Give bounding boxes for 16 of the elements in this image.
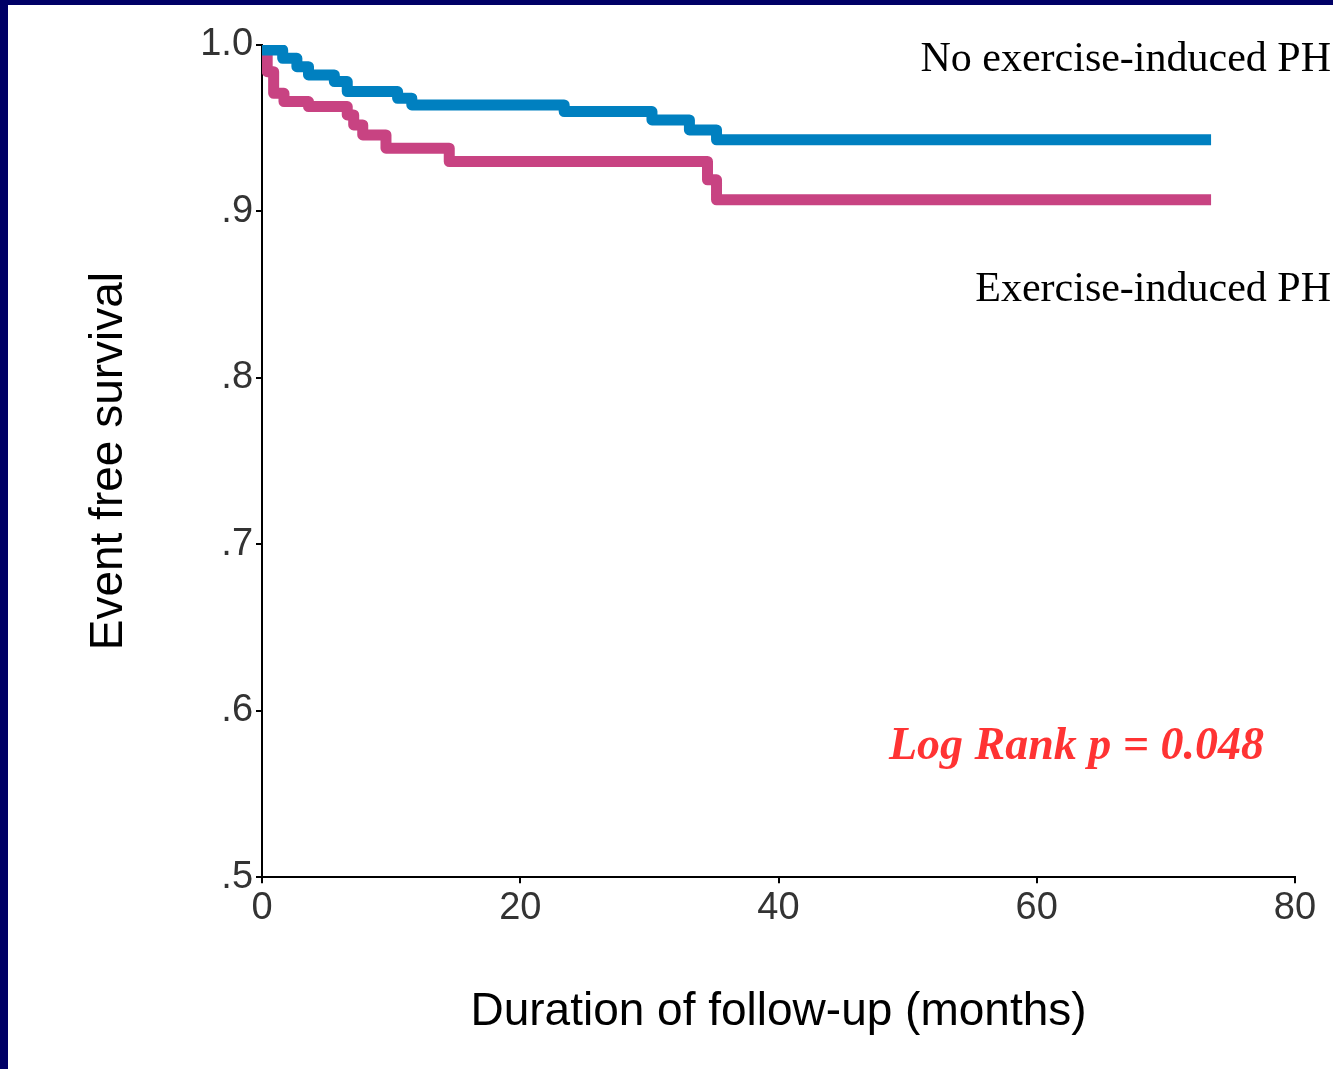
y-tick-label: .7: [221, 520, 254, 563]
x-tick-label: 20: [499, 885, 542, 928]
x-tick-label: 0: [251, 885, 273, 928]
annotation: Log Rank p = 0.048: [887, 717, 1264, 769]
y-axis-title: Event free survival: [80, 271, 133, 651]
x-tick-label: 40: [757, 885, 800, 928]
x-axis-title: Duration of follow-up (months): [470, 983, 1087, 1036]
series-label: Exercise-induced PH: [975, 263, 1331, 310]
y-tick-label: .6: [221, 687, 254, 730]
y-tick-label: .5: [221, 853, 254, 896]
x-tick-label: 60: [1015, 885, 1058, 928]
y-tick-label: .9: [221, 187, 254, 230]
y-tick-label: 1.0: [200, 21, 254, 64]
series-label: No exercise-induced PH: [920, 33, 1331, 80]
x-tick-label: 80: [1273, 885, 1317, 928]
y-tick-label: .8: [221, 354, 254, 397]
